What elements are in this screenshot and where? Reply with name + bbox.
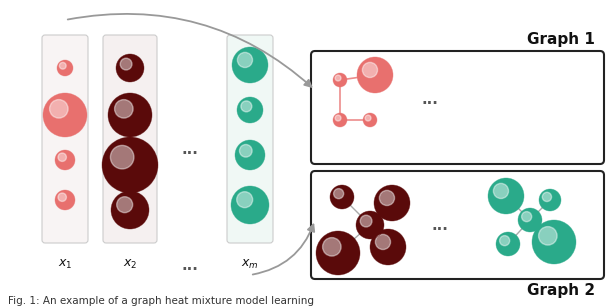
Circle shape <box>237 97 263 123</box>
Circle shape <box>55 190 75 210</box>
Circle shape <box>335 75 341 81</box>
Text: Graph 2: Graph 2 <box>527 283 595 298</box>
Text: ...: ... <box>421 92 439 107</box>
Circle shape <box>500 236 509 246</box>
Circle shape <box>365 115 371 121</box>
Text: ...: ... <box>432 217 448 233</box>
Circle shape <box>539 189 561 211</box>
Circle shape <box>237 192 253 208</box>
Circle shape <box>43 93 87 137</box>
Circle shape <box>334 188 344 199</box>
Text: ...: ... <box>182 143 198 157</box>
Text: Graph 1: Graph 1 <box>527 32 595 47</box>
Circle shape <box>115 99 133 118</box>
Circle shape <box>50 99 68 118</box>
Circle shape <box>379 190 394 205</box>
Circle shape <box>493 183 509 199</box>
Circle shape <box>102 137 158 193</box>
Circle shape <box>110 145 134 169</box>
Circle shape <box>59 63 66 69</box>
Circle shape <box>333 73 347 87</box>
Circle shape <box>240 144 252 157</box>
Circle shape <box>356 211 384 239</box>
Circle shape <box>108 93 152 137</box>
Circle shape <box>518 208 542 232</box>
Circle shape <box>58 193 67 201</box>
Circle shape <box>116 197 132 213</box>
Circle shape <box>488 178 524 214</box>
Text: $x_m$: $x_m$ <box>241 258 259 271</box>
Circle shape <box>357 57 393 93</box>
FancyBboxPatch shape <box>227 35 273 243</box>
Circle shape <box>58 153 67 161</box>
Circle shape <box>333 113 347 127</box>
Circle shape <box>120 58 132 70</box>
Circle shape <box>116 54 144 82</box>
Circle shape <box>111 191 149 229</box>
FancyBboxPatch shape <box>311 51 604 164</box>
Text: $x_1$: $x_1$ <box>58 258 72 271</box>
Text: $x_2$: $x_2$ <box>123 258 137 271</box>
FancyBboxPatch shape <box>103 35 157 243</box>
FancyBboxPatch shape <box>311 171 604 279</box>
Circle shape <box>335 115 341 121</box>
Circle shape <box>362 63 378 78</box>
Circle shape <box>316 231 360 275</box>
Text: ...: ... <box>182 258 198 273</box>
Circle shape <box>232 47 268 83</box>
Circle shape <box>375 234 391 249</box>
Text: Fig. 1: An example of a graph heat mixture model learning: Fig. 1: An example of a graph heat mixtu… <box>8 296 314 306</box>
Circle shape <box>496 232 520 256</box>
Circle shape <box>522 212 532 222</box>
Circle shape <box>330 185 354 209</box>
Circle shape <box>237 52 253 67</box>
Circle shape <box>538 227 557 245</box>
Circle shape <box>55 150 75 170</box>
Circle shape <box>360 215 372 227</box>
Circle shape <box>532 220 576 264</box>
Circle shape <box>363 113 377 127</box>
Circle shape <box>57 60 73 76</box>
Circle shape <box>370 229 406 265</box>
Circle shape <box>323 237 341 256</box>
Circle shape <box>542 192 551 201</box>
FancyBboxPatch shape <box>42 35 88 243</box>
Circle shape <box>241 101 252 112</box>
Circle shape <box>374 185 410 221</box>
Circle shape <box>235 140 265 170</box>
Circle shape <box>231 186 269 224</box>
